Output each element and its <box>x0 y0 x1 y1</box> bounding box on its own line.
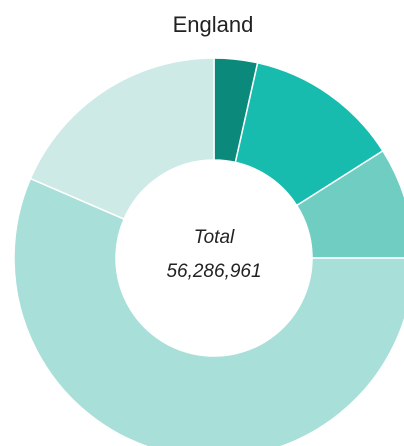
donut-slice-4 <box>13 177 404 446</box>
donut-slice-5 <box>29 57 215 221</box>
donut-slice-3 <box>295 149 404 259</box>
donut-slices <box>13 57 404 446</box>
chart-title: England <box>172 12 254 37</box>
center-label: Total <box>194 227 235 248</box>
center-value: 56,286,961 <box>166 261 261 282</box>
